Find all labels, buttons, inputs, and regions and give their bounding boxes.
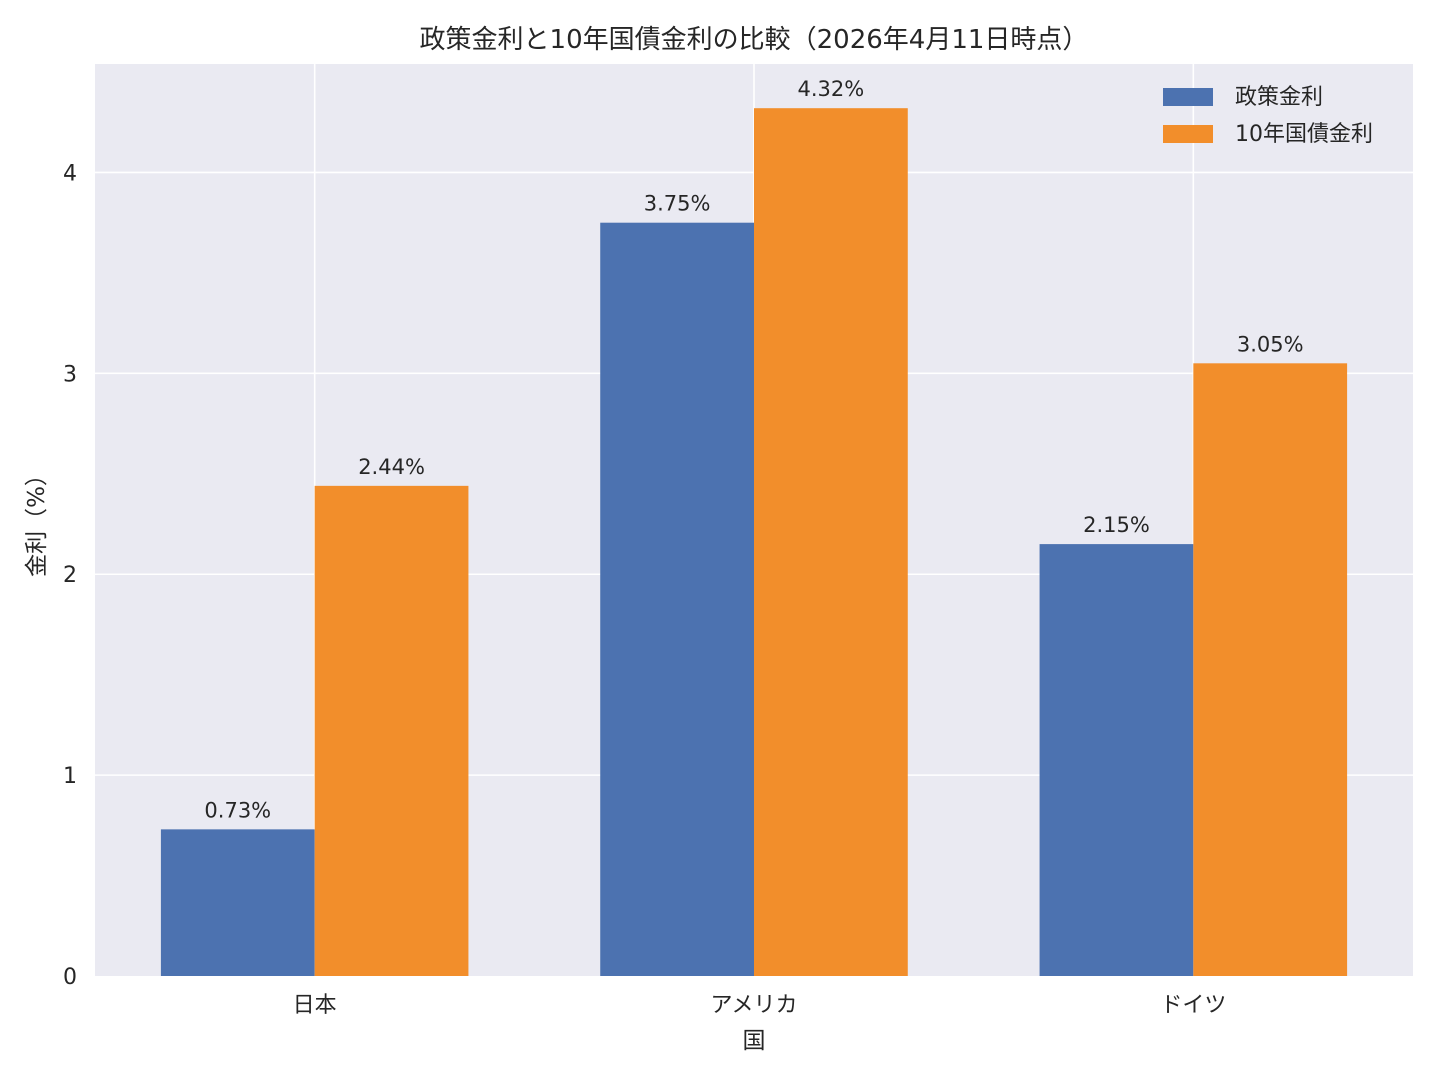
y-tick-label: 3 — [63, 362, 77, 387]
data-label-group: 0.73% 3.75% 2.15% 2.44% 4.32% 3.05% — [204, 77, 1303, 822]
data-label: 3.75% — [644, 192, 711, 216]
bar-group — [160, 108, 1348, 977]
bar — [314, 485, 469, 976]
x-tick-label: アメリカ — [711, 993, 798, 1018]
legend: 政策金利 10年国債金利 — [1163, 85, 1373, 147]
x-tick-label: ドイツ — [1160, 993, 1226, 1018]
data-label: 2.15% — [1083, 513, 1150, 537]
data-label: 2.44% — [358, 455, 425, 479]
tick-label-group: 0 1 2 3 4 日本 アメリカ ドイツ — [63, 161, 1226, 1018]
x-axis-label: 国 — [743, 1028, 766, 1054]
legend-label: 政策金利 — [1235, 85, 1323, 110]
data-label: 3.05% — [1237, 332, 1304, 356]
bar — [754, 108, 908, 976]
data-label: 0.73% — [204, 798, 271, 822]
x-tick-label: 日本 — [293, 993, 337, 1018]
legend-label: 10年国債金利 — [1235, 122, 1373, 147]
data-label: 4.32% — [798, 77, 865, 101]
chart-title: 政策金利と10年国債金利の比較（2026年4月11日時点） — [420, 25, 1089, 55]
y-tick-label: 2 — [63, 563, 77, 588]
legend-swatch — [1163, 88, 1213, 106]
y-tick-label: 4 — [63, 161, 77, 186]
y-axis-label: 金利（%） — [24, 463, 50, 577]
y-tick-label: 0 — [63, 965, 77, 990]
legend-swatch — [1163, 125, 1213, 143]
bar — [160, 829, 315, 976]
y-tick-label: 1 — [63, 764, 77, 789]
bar — [600, 222, 754, 976]
bar — [1039, 544, 1194, 976]
bar — [1193, 363, 1348, 977]
